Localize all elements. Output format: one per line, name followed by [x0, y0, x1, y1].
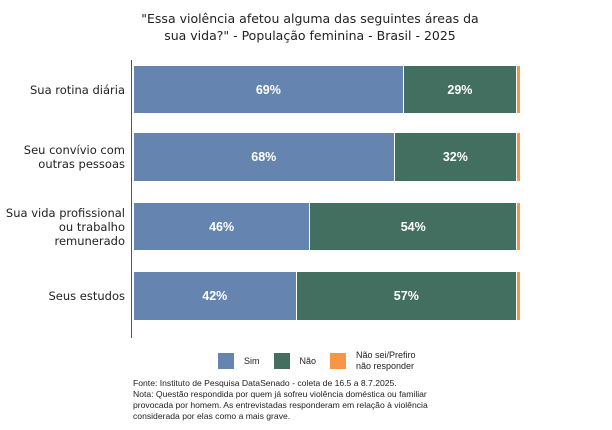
legend-item-nao-sei: Não sei/Prefiro não responder	[330, 350, 426, 372]
legend-label: Não	[299, 356, 317, 366]
data-label: 57%	[393, 289, 419, 303]
data-label: 68%	[251, 150, 277, 164]
data-label: 69%	[255, 82, 281, 97]
footnotes: Fonte: Instituto de Pesquisa DataSenado …	[133, 378, 433, 422]
bar-sim: 68%	[134, 133, 395, 181]
category-label: Sua vida profissional ou trabalho remune…	[5, 205, 125, 248]
category-label: Seus estudos	[48, 289, 125, 303]
bar-n-o-sei-prefiro-n-o-responder	[517, 66, 521, 113]
legend-swatch	[218, 353, 234, 369]
data-label: 46%	[209, 219, 235, 234]
bar-n-o: 29%	[403, 66, 518, 113]
bar-n-o-sei-prefiro-n-o-responder	[517, 133, 521, 181]
bar-sim: 46%	[134, 203, 311, 250]
legend-item-nao: Não	[273, 353, 317, 369]
bar-n-o: 57%	[296, 272, 518, 320]
y-axis-line	[131, 60, 132, 338]
legend-label: Não sei/Prefiro não responder	[356, 350, 416, 371]
legend-item-sim: Sim	[218, 353, 260, 369]
source-note: Fonte: Instituto de Pesquisa DataSenado …	[133, 378, 397, 388]
bar-n-o-sei-prefiro-n-o-responder	[517, 272, 521, 320]
bar-n-o-sei-prefiro-n-o-responder	[517, 203, 521, 250]
legend-swatch	[273, 353, 290, 369]
data-label: 32%	[442, 150, 468, 164]
data-label: 42%	[202, 289, 228, 303]
category-label: Sua rotina diária	[29, 82, 125, 97]
chart-title: "Essa violência afetou alguma das seguin…	[141, 11, 479, 43]
data-label: 29%	[447, 82, 473, 97]
bar-sim: 69%	[134, 66, 404, 113]
legend-label: Sim	[244, 356, 260, 366]
legend-swatch	[330, 353, 347, 369]
legend: Sim Não Não sei/Prefiro não responder	[218, 350, 440, 372]
bar-n-o: 54%	[310, 203, 518, 250]
bar-sim: 42%	[134, 272, 297, 320]
bar-n-o: 32%	[394, 133, 518, 181]
category-label: Seu convívio com outras pessoas	[23, 143, 125, 171]
data-label: 54%	[400, 219, 426, 234]
note: Nota: Questão respondida por quem já sof…	[133, 389, 428, 421]
